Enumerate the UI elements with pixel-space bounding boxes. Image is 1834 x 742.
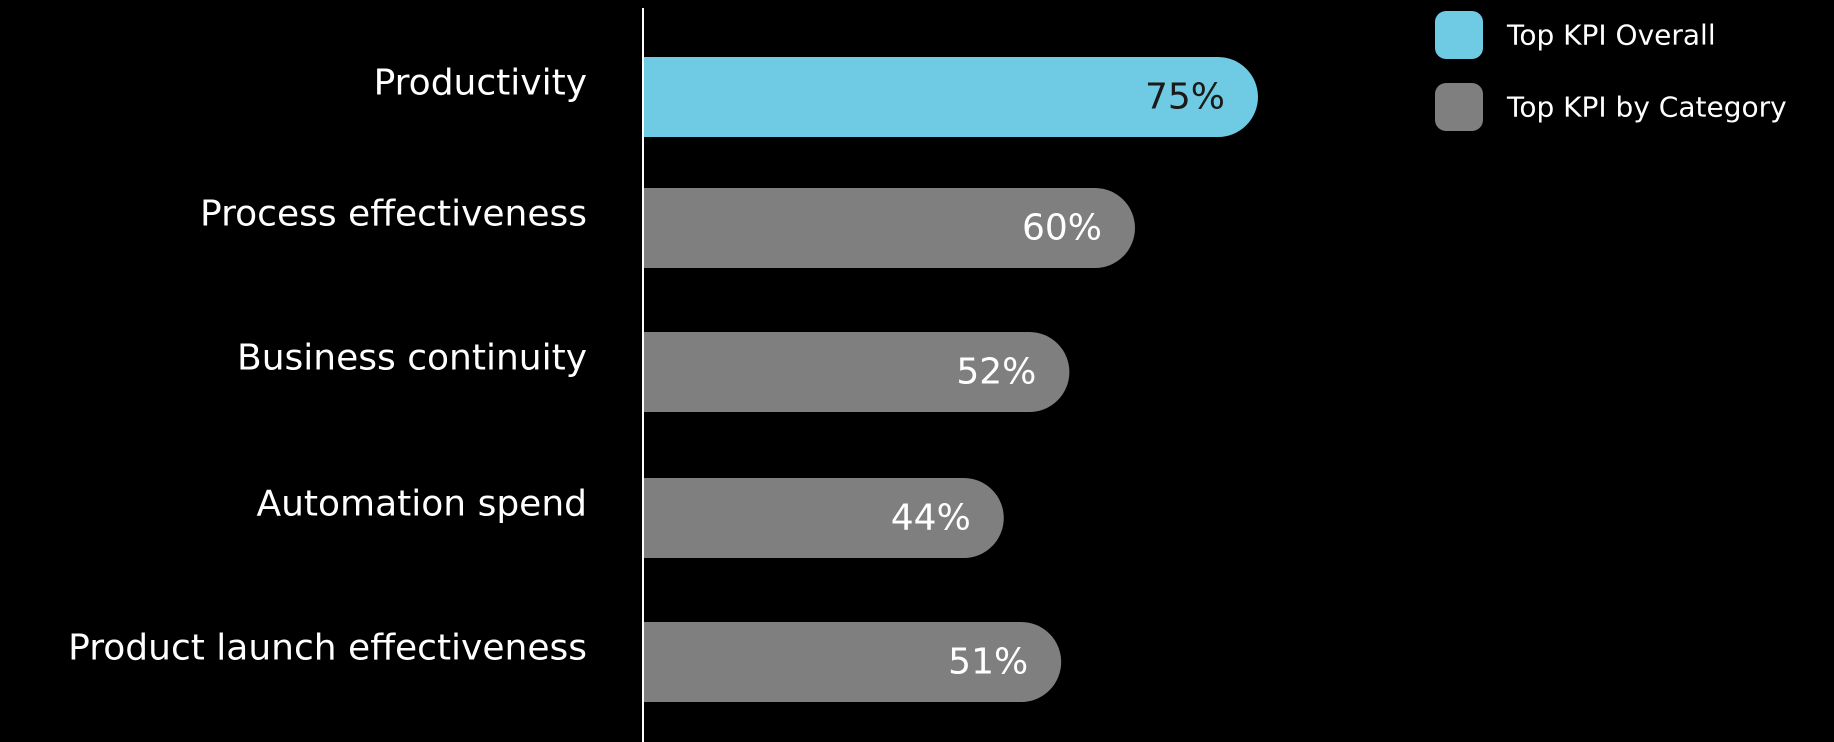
bar-process-effectiveness <box>643 188 1135 268</box>
value-label-business-continuity: 52% <box>956 352 1036 393</box>
bars-layer: 75% 60% 52% 44% 51% <box>643 57 1258 703</box>
category-label-product-launch-effectiveness: Product launch effectiveness <box>68 628 587 669</box>
legend-swatch-top-kpi-by-category <box>1435 83 1483 131</box>
legend-label-top-kpi-by-category: Top KPI by Category <box>1506 91 1787 124</box>
legend: Top KPI Overall Top KPI by Category <box>1435 11 1787 131</box>
bar-productivity <box>643 57 1258 137</box>
value-label-process-effectiveness: 60% <box>1022 208 1102 249</box>
value-label-automation-spend: 44% <box>891 498 971 539</box>
category-label-process-effectiveness: Process effectiveness <box>200 194 587 235</box>
bar-product-launch-effectiveness <box>643 622 1062 703</box>
category-label-automation-spend: Automation spend <box>256 484 587 525</box>
bar-business-continuity <box>643 332 1070 412</box>
category-labels-layer: Productivity Process effectiveness Busines… <box>68 63 587 669</box>
legend-label-top-kpi-overall: Top KPI Overall <box>1506 19 1716 52</box>
category-label-business-continuity: Business continuity <box>237 338 587 379</box>
category-label-productivity: Productivity <box>374 63 587 104</box>
value-label-productivity: 75% <box>1145 77 1225 118</box>
legend-swatch-top-kpi-overall <box>1435 11 1483 59</box>
bar-automation-spend <box>643 478 1004 558</box>
value-label-product-launch-effectiveness: 51% <box>948 642 1028 683</box>
